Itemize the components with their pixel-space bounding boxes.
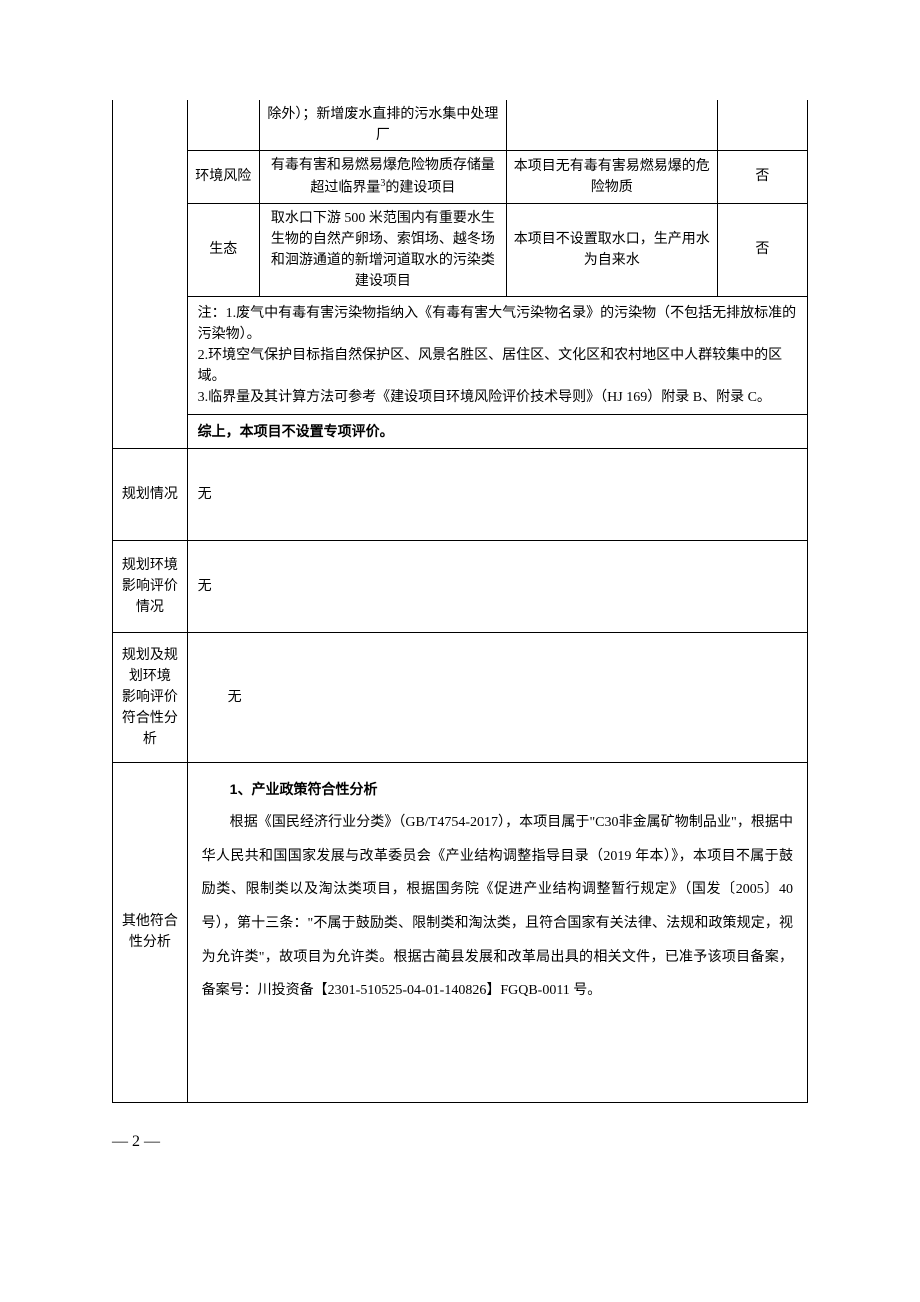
analysis-title: 1、产业政策符合性分析: [202, 773, 793, 807]
planning-env-value: 无: [187, 540, 807, 632]
table-row: 规划情况 无: [113, 448, 808, 540]
criteria-partial: 除外）；新增废水直排的污水集中处理厂: [259, 100, 506, 151]
analysis-cell: 1、产业政策符合性分析 根据《国民经济行业分类》（GB/T4754-2017），…: [187, 762, 807, 1102]
table-row: 综上，本项目不设置专项评价。: [113, 414, 808, 448]
sub-env-risk: 环境风险: [187, 151, 259, 204]
table-row: 除外）；新增废水直排的污水集中处理厂: [113, 100, 808, 151]
result-env-risk: 否: [717, 151, 807, 204]
planning-label: 规划情况: [113, 448, 188, 540]
summary-cell: 综上，本项目不设置专项评价。: [187, 414, 807, 448]
result-blank: [717, 100, 807, 151]
document-page: 除外）；新增废水直排的污水集中处理厂 环境风险 有毒有害和易燃易爆危险物质存储量…: [112, 100, 808, 1151]
table-row: 环境风险 有毒有害和易燃易爆危险物质存储量超过临界量3的建设项目 本项目无有毒有…: [113, 151, 808, 204]
situation-blank: [506, 100, 717, 151]
other-label: 其他符合性分析: [113, 762, 188, 1102]
planning-compliance-value: 无: [187, 632, 807, 762]
planning-env-label: 规划环境影响评价情况: [113, 540, 188, 632]
criteria-eco: 取水口下游 500 米范围内有重要水生生物的自然产卵场、索饵场、越冬场和洄游通道…: [259, 203, 506, 296]
table-row: 生态 取水口下游 500 米范围内有重要水生生物的自然产卵场、索饵场、越冬场和洄…: [113, 203, 808, 296]
main-table: 除外）；新增废水直排的污水集中处理厂 环境风险 有毒有害和易燃易爆危险物质存储量…: [112, 100, 808, 1103]
criteria-env-risk: 有毒有害和易燃易爆危险物质存储量超过临界量3的建设项目: [259, 151, 506, 204]
sub-blank: [187, 100, 259, 151]
sub-eco: 生态: [187, 203, 259, 296]
planning-value: 无: [187, 448, 807, 540]
table-row: 注：1.废气中有毒有害污染物指纳入《有毒有害大气污染物名录》的污染物（不包括无排…: [113, 296, 808, 414]
situation-env-risk: 本项目无有毒有害易燃易爆的危险物质: [506, 151, 717, 204]
row-header-blank: [113, 100, 188, 448]
situation-eco: 本项目不设置取水口，生产用水为自来水: [506, 203, 717, 296]
analysis-body: 根据《国民经济行业分类》（GB/T4754-2017），本项目属于"C30非金属…: [202, 806, 793, 1008]
result-eco: 否: [717, 203, 807, 296]
page-number: — 2 —: [112, 1133, 808, 1151]
note-cell: 注：1.废气中有毒有害污染物指纳入《有毒有害大气污染物名录》的污染物（不包括无排…: [187, 296, 807, 414]
table-row: 其他符合性分析 1、产业政策符合性分析 根据《国民经济行业分类》（GB/T475…: [113, 762, 808, 1102]
table-row: 规划及规划环境影响评价符合性分析 无: [113, 632, 808, 762]
planning-compliance-label: 规划及规划环境影响评价符合性分析: [113, 632, 188, 762]
table-row: 规划环境影响评价情况 无: [113, 540, 808, 632]
